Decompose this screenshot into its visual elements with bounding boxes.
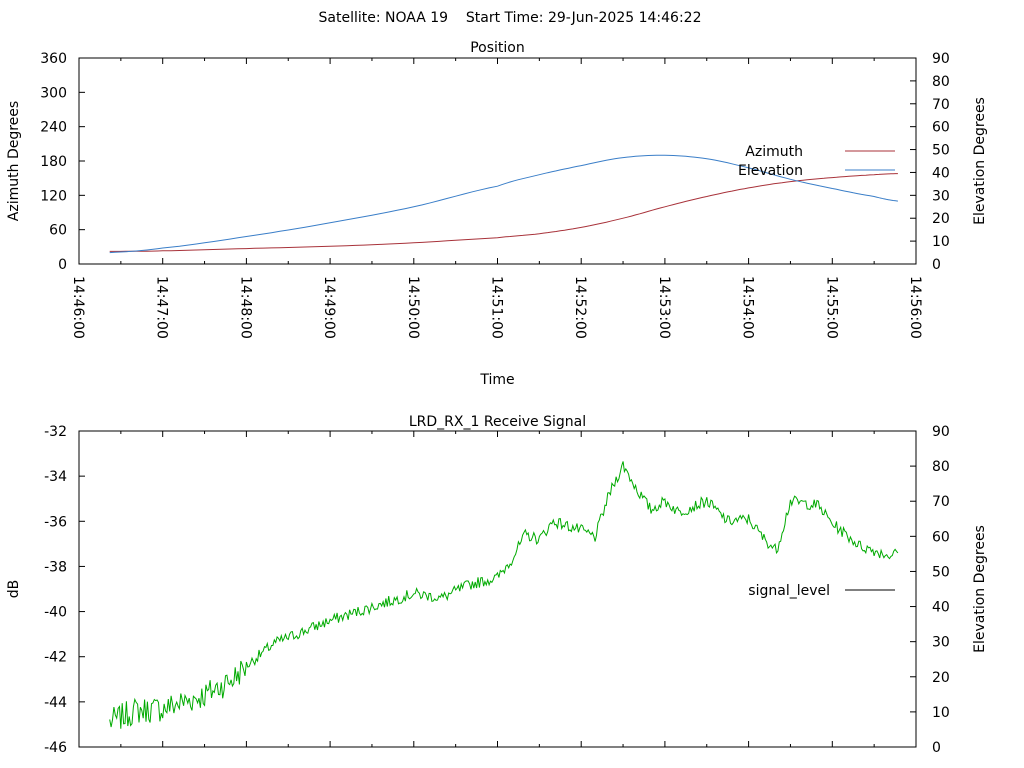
x-axis-label: Time bbox=[479, 372, 514, 388]
y-tick-label: 0 bbox=[58, 257, 67, 273]
y-tick-label: 300 bbox=[40, 85, 67, 101]
y-axis-label: Azimuth Degrees bbox=[6, 101, 22, 221]
y2-tick-label: 80 bbox=[932, 459, 950, 475]
y-tick-label: -40 bbox=[44, 605, 67, 621]
y2-tick-label: 60 bbox=[932, 120, 950, 136]
x-tick-label: 14:51:00 bbox=[489, 276, 505, 339]
y2-tick-label: 70 bbox=[932, 97, 950, 113]
y-tick-label: 240 bbox=[40, 120, 67, 136]
y-tick-label: -46 bbox=[44, 740, 67, 756]
y-axis-label: dB bbox=[6, 580, 22, 599]
y2-tick-label: 50 bbox=[932, 143, 950, 159]
plot-frame bbox=[78, 57, 917, 265]
receive-signal-chart: LRD_RX_1 Receive Signal -46 -44 -42 -40 -38 -3… bbox=[6, 414, 988, 756]
y2-tick-label: 10 bbox=[932, 705, 950, 721]
y2-tick-label: 30 bbox=[932, 635, 950, 651]
y2-tick-label: 10 bbox=[932, 234, 950, 250]
y-tick-label: 120 bbox=[40, 188, 67, 204]
y-tick-label: 180 bbox=[40, 154, 67, 170]
y2-tick-label: 50 bbox=[932, 564, 950, 580]
y2-tick-label: 80 bbox=[932, 74, 950, 90]
y-tick-label: -36 bbox=[44, 514, 67, 530]
x-tick-label: 14:56:00 bbox=[907, 276, 923, 339]
y2-tick-label: 90 bbox=[932, 424, 950, 440]
y2-tick-label: 20 bbox=[932, 670, 950, 686]
x-tick-label: 14:54:00 bbox=[740, 276, 756, 339]
chart-title: LRD_RX_1 Receive Signal bbox=[409, 414, 586, 430]
y-tick-label: -42 bbox=[44, 650, 67, 666]
position-chart: Position 0 60 120 180 240 300 360 0 10 20 30 40 50 60 7… bbox=[6, 40, 988, 388]
y2-tick-label: 40 bbox=[932, 600, 950, 616]
y-tick-label: 360 bbox=[40, 51, 67, 67]
series-line-elevation bbox=[109, 154, 898, 254]
y-tick-label: 60 bbox=[49, 223, 67, 239]
x-tick-label: 14:50:00 bbox=[405, 276, 421, 339]
x-tick-label: 14:53:00 bbox=[656, 276, 672, 339]
legend-label: Azimuth bbox=[745, 144, 803, 160]
y2-tick-label: 40 bbox=[932, 165, 950, 181]
y2-tick-label: 60 bbox=[932, 529, 950, 545]
x-tick-label: 14:46:00 bbox=[70, 276, 86, 339]
x-tick-label: 14:47:00 bbox=[154, 276, 170, 339]
y2-tick-label: 20 bbox=[932, 211, 950, 227]
x-tick-label: 14:48:00 bbox=[237, 276, 253, 339]
x-tick-label: 14:49:00 bbox=[321, 276, 337, 339]
x-tick-label: 14:55:00 bbox=[823, 276, 839, 339]
y-tick-label: -44 bbox=[44, 695, 67, 711]
chart-title: Position bbox=[470, 40, 525, 56]
legend-label: signal_level bbox=[748, 583, 830, 599]
figure-title: Satellite: NOAA 19 Start Time: 29-Jun-20… bbox=[319, 10, 702, 26]
y2-tick-label: 70 bbox=[932, 494, 950, 510]
y2-axis-label: Elevation Degrees bbox=[972, 525, 988, 653]
y-tick-label: -38 bbox=[44, 559, 67, 575]
series-line-signal_level bbox=[109, 461, 899, 729]
series-line-azimuth bbox=[109, 173, 898, 252]
y2-tick-label: 90 bbox=[932, 51, 950, 67]
legend-label: Elevation bbox=[738, 163, 803, 179]
y2-tick-label: 30 bbox=[932, 188, 950, 204]
y2-axis-label: Elevation Degrees bbox=[972, 97, 988, 225]
x-tick-label: 14:52:00 bbox=[572, 276, 588, 339]
y-tick-label: -32 bbox=[44, 424, 67, 440]
y2-tick-label: 0 bbox=[932, 740, 941, 756]
y2-tick-label: 0 bbox=[932, 257, 941, 273]
y-tick-label: -34 bbox=[44, 469, 67, 485]
